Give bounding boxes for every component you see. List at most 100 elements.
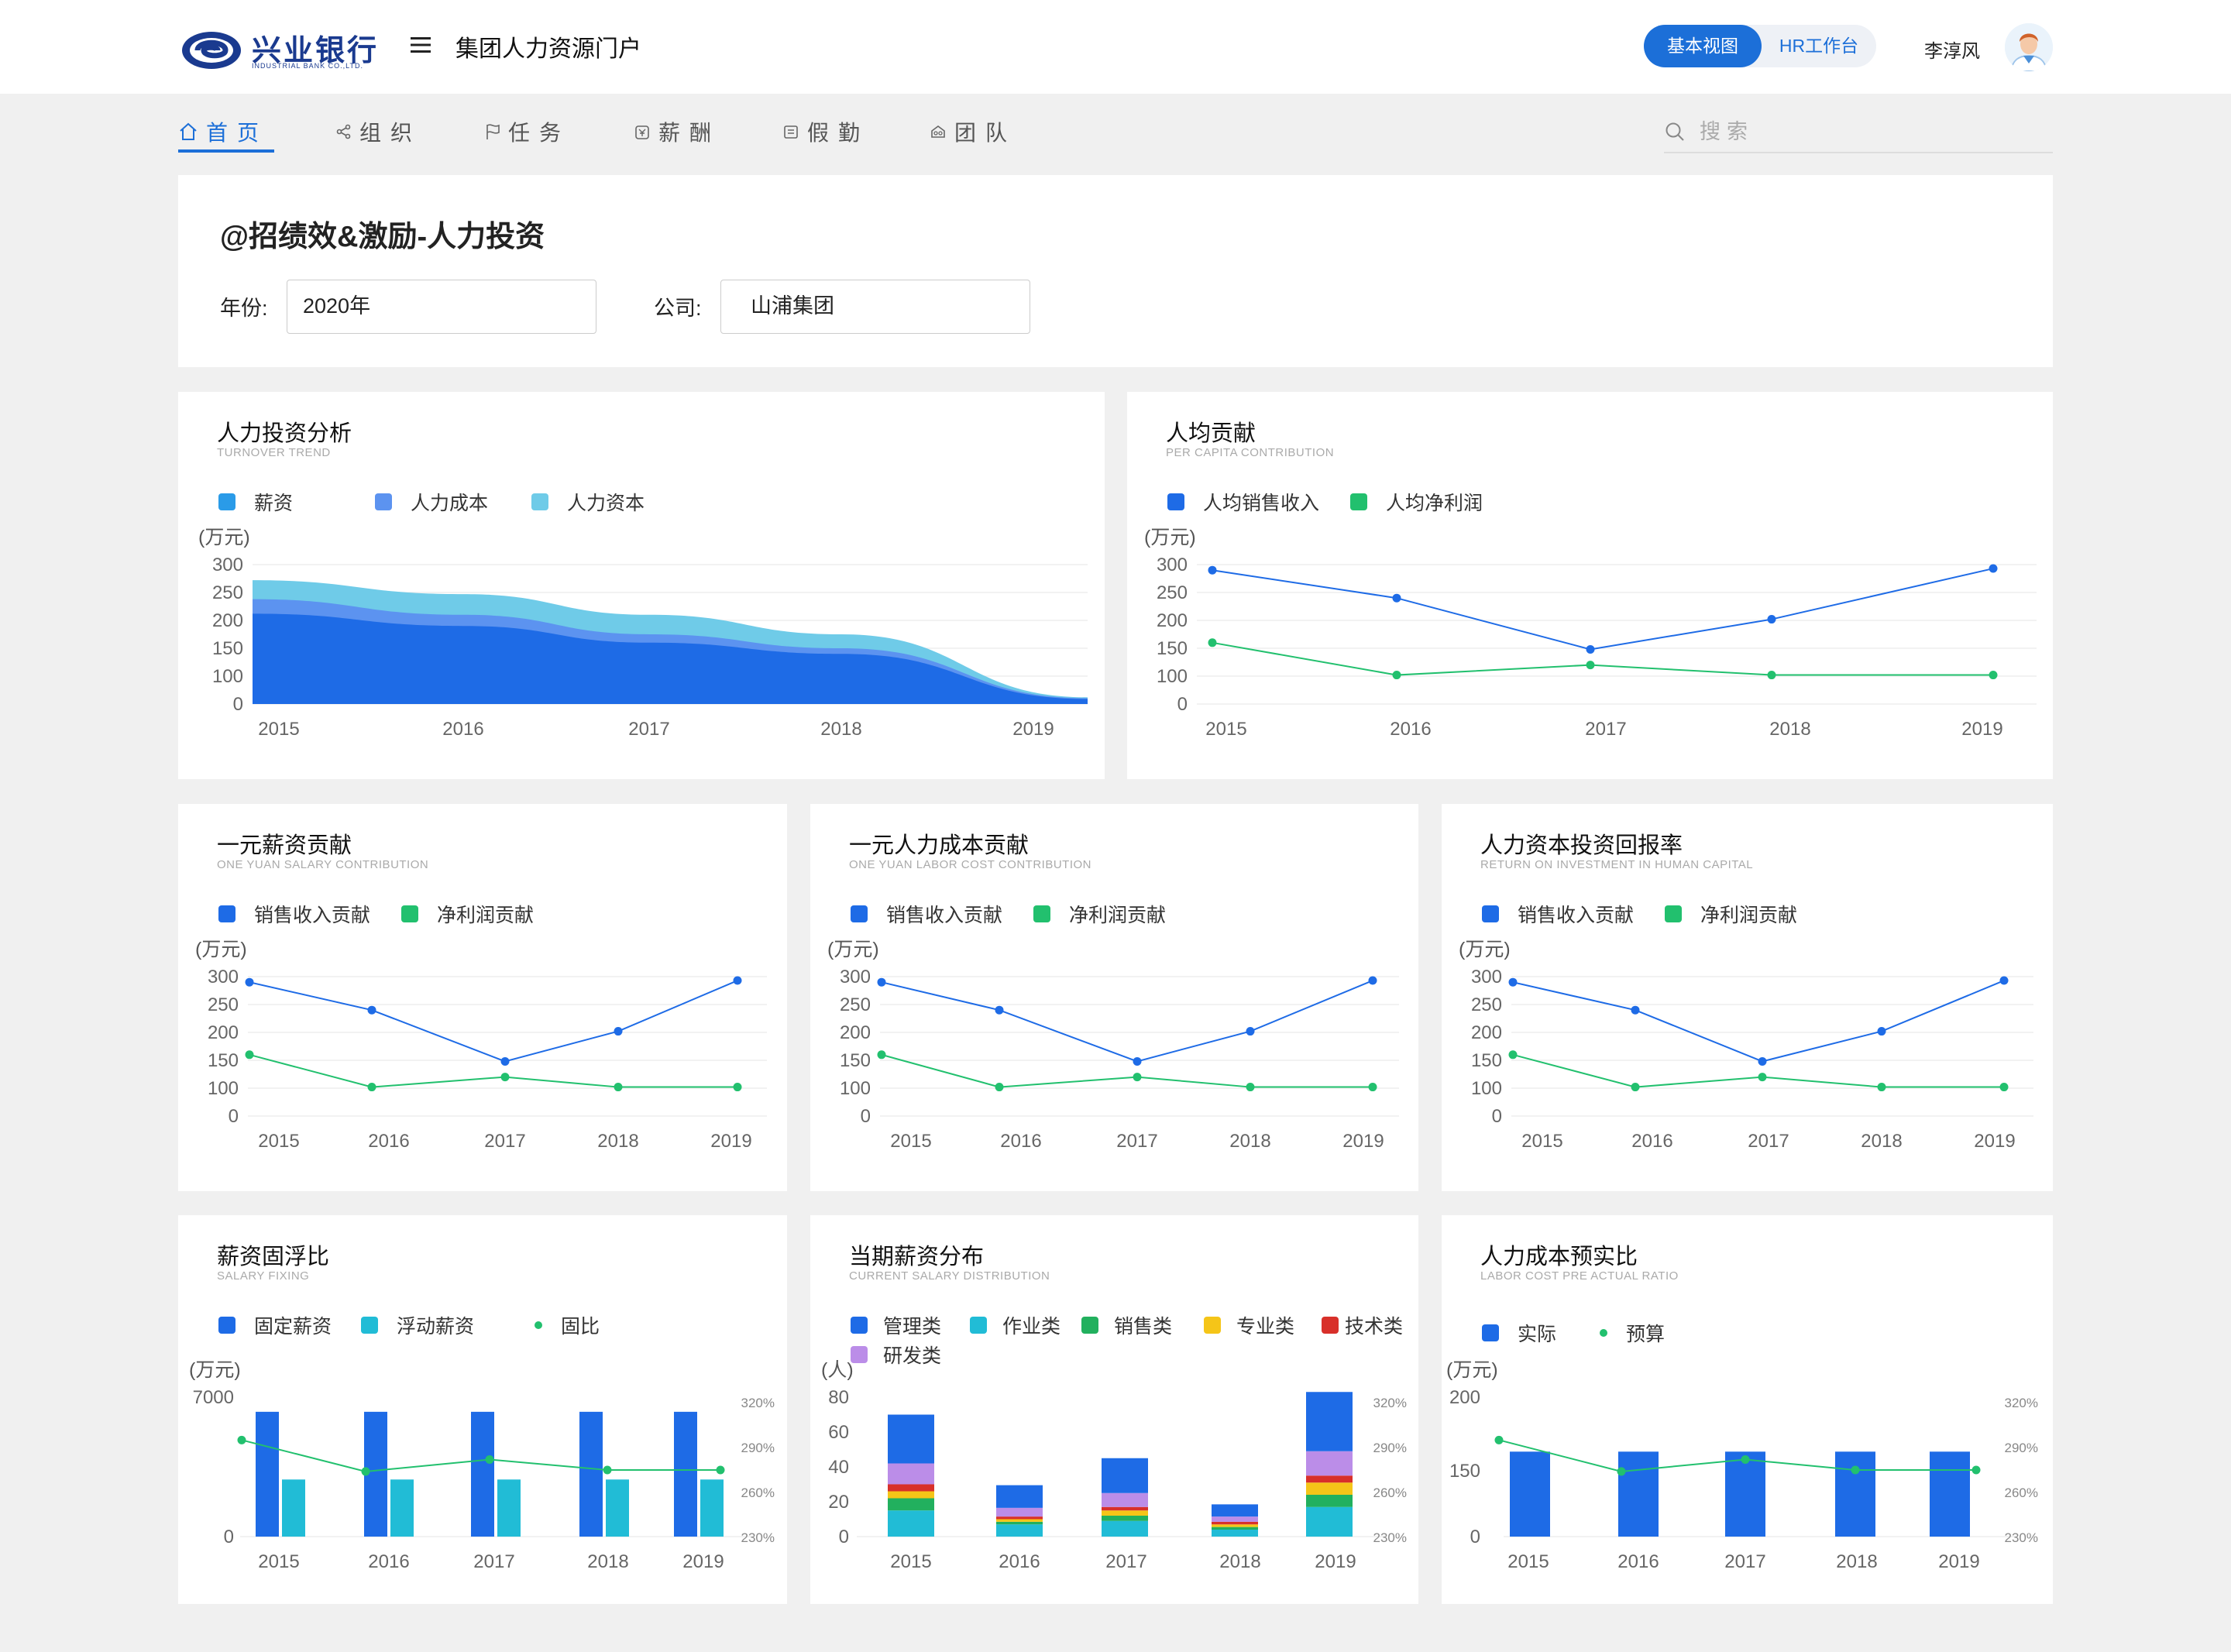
ratio-point: [485, 1455, 494, 1464]
x-tick-label: 2017: [1116, 1131, 1157, 1152]
search-input[interactable]: [1700, 116, 2040, 147]
legend-floating-salary[interactable]: 浮动薪资: [361, 1311, 474, 1339]
y-tick-label: 100: [1157, 666, 1188, 687]
legend-technical[interactable]: 技术类: [1322, 1311, 1403, 1339]
company-select[interactable]: 山浦集团: [720, 280, 1030, 334]
nav-item-salary[interactable]: 薪酬: [634, 112, 720, 151]
y-tick-label: 0: [233, 694, 243, 715]
x-tick-label: 2016: [1617, 1551, 1659, 1572]
legend-sales[interactable]: 销售类: [1081, 1311, 1172, 1339]
legend-budget[interactable]: 预算: [1600, 1319, 1665, 1347]
card-labor-cost-ratio: 人力成本预实比 LABOR COST PRE ACTUAL RATIO 实际 预…: [1442, 1215, 2053, 1604]
nav-item-organization[interactable]: 组织: [336, 112, 421, 151]
legend-actual[interactable]: 实际: [1482, 1319, 1556, 1347]
legend-profit-contribution[interactable]: 净利润贡献: [401, 900, 534, 928]
card-one-yuan-labor-cost: 一元人力成本贡献 ONE YUAN LABOR COST CONTRIBUTIO…: [810, 804, 1418, 1191]
user-name[interactable]: 李淳风: [1924, 41, 1980, 62]
legend-fixed-ratio[interactable]: 固比: [535, 1311, 600, 1339]
legend-sales-contribution[interactable]: 销售收入贡献: [851, 900, 1002, 928]
nav-item-tasks[interactable]: 任务: [485, 112, 570, 151]
stacked-segment-1: [1306, 1506, 1353, 1537]
stacked-segment-3: [1306, 1482, 1353, 1495]
nav-item-home[interactable]: 首页: [178, 112, 268, 151]
legend-sales-per-capita[interactable]: 人均销售收入: [1167, 488, 1319, 516]
card-title: 一元人力成本贡献: [849, 833, 1030, 858]
stacked-segment-2: [1306, 1495, 1353, 1507]
data-point: [1767, 615, 1776, 624]
x-tick-label: 2015: [258, 1551, 299, 1572]
y-axis-unit: (万元): [198, 527, 250, 548]
right-axis-label: 290%: [741, 1441, 775, 1455]
data-point: [1877, 1083, 1886, 1092]
legend-management[interactable]: 管理类: [851, 1311, 941, 1339]
stacked-segment-5: [1212, 1516, 1258, 1522]
legend-labor-cost[interactable]: 人力成本: [375, 488, 488, 516]
card-title: 人力资本投资回报率: [1480, 833, 1683, 858]
stacked-segment-6: [1306, 1392, 1353, 1451]
nav-item-team[interactable]: 团队: [930, 112, 1016, 151]
series-line-2: [249, 1053, 737, 1088]
legend-sales-contribution[interactable]: 销售收入贡献: [1482, 900, 1634, 928]
main-nav: 首页 组织 任务 薪酬 假勤 团队: [0, 94, 2231, 170]
hamburger-menu-icon[interactable]: [409, 35, 432, 55]
money-icon: [635, 125, 649, 139]
y-tick-label: 100: [840, 1078, 871, 1099]
legend-fixed-salary[interactable]: 固定薪资: [218, 1311, 332, 1339]
data-point: [1989, 671, 1998, 680]
stacked-segment-5: [888, 1463, 934, 1485]
legend-human-capital[interactable]: 人力资本: [531, 488, 645, 516]
card-subtitle: RETURN ON INVESTMENT IN HUMAN CAPITAL: [1480, 858, 1754, 871]
bar-fixed-salary: [256, 1411, 279, 1537]
budget-point: [1741, 1455, 1750, 1464]
legend-label: 销售类: [1114, 1316, 1173, 1338]
right-axis-label: 260%: [2005, 1485, 2038, 1500]
nav-label-home: 首页: [206, 121, 269, 145]
legend-operation[interactable]: 作业类: [970, 1311, 1060, 1339]
year-select[interactable]: 2020年: [287, 280, 596, 334]
search-icon[interactable]: [1664, 121, 1686, 143]
nav-item-attendance[interactable]: 假勤: [782, 112, 869, 151]
legend-salary[interactable]: 薪资: [218, 488, 293, 516]
x-tick-label: 2015: [890, 1551, 931, 1572]
y-tick-label: 7000: [193, 1387, 234, 1408]
legend-profit-contribution[interactable]: 净利润贡献: [1033, 900, 1166, 928]
stacked-segment-1: [1212, 1530, 1258, 1537]
share-icon: [336, 124, 351, 139]
x-tick-label: 2016: [368, 1551, 409, 1572]
x-tick-label: 2015: [1205, 719, 1246, 740]
series-line-1: [1212, 568, 1994, 651]
data-point: [1508, 1050, 1518, 1060]
basic-view-button[interactable]: 基本视图: [1644, 25, 1762, 67]
y-tick-label: 0: [1492, 1106, 1502, 1127]
y-axis-unit: (万元): [1144, 527, 1196, 548]
y-tick-label: 80: [828, 1387, 849, 1408]
stacked-segment-1: [1102, 1520, 1148, 1537]
right-axis-label: 320%: [741, 1396, 775, 1410]
stacked-segment-3: [1212, 1524, 1258, 1527]
bar-actual: [1510, 1451, 1550, 1537]
legend-label: 技术类: [1345, 1316, 1404, 1338]
x-tick-label: 2019: [1012, 719, 1054, 740]
data-point: [614, 1083, 623, 1092]
legend-research[interactable]: 研发类: [851, 1341, 941, 1369]
bank-logo[interactable]: 兴业银行 INDUSTRIAL BANK CO.,LTD.: [180, 26, 382, 73]
card-subtitle: CURRENT SALARY DISTRIBUTION: [849, 1269, 1050, 1283]
budget-point: [1851, 1465, 1860, 1475]
legend-net-profit-per-capita[interactable]: 人均净利润: [1350, 488, 1483, 516]
avatar[interactable]: [2005, 23, 2053, 71]
legend-professional[interactable]: 专业类: [1204, 1311, 1294, 1339]
bar-actual: [1725, 1451, 1765, 1537]
legend-sales-contribution[interactable]: 销售收入贡献: [218, 900, 370, 928]
hr-workbench-button[interactable]: HR工作台: [1779, 36, 1859, 56]
x-tick-label: 2019: [710, 1131, 751, 1152]
nav-label-tasks: 任务: [508, 121, 571, 145]
data-point: [1631, 1005, 1640, 1015]
y-tick-label: 300: [208, 967, 239, 987]
x-tick-label: 2018: [587, 1551, 628, 1572]
x-tick-label: 2019: [1961, 719, 2002, 740]
data-point: [1392, 671, 1401, 680]
legend-profit-contribution[interactable]: 净利润贡献: [1665, 900, 1797, 928]
data-point: [995, 1005, 1004, 1015]
x-tick-label: 2015: [258, 719, 299, 740]
x-tick-label: 2018: [1836, 1551, 1877, 1572]
